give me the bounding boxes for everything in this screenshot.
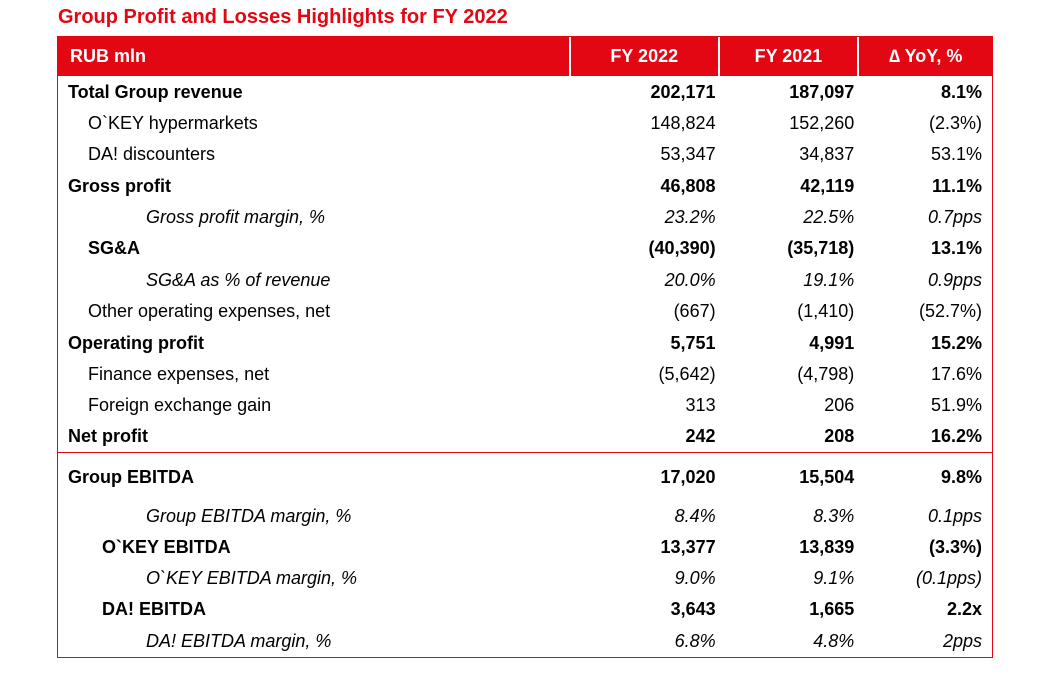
header-fy2021: FY 2021 xyxy=(717,37,858,76)
row-yoy: 2pps xyxy=(942,630,982,651)
page-title: Group Profit and Losses Highlights for F… xyxy=(58,6,508,28)
row-fy2022: (667) xyxy=(673,301,716,321)
row-yoy: 17.6% xyxy=(930,364,982,384)
table-row: Group EBITDA margin, % 8.4% 8.3% 0.1pps xyxy=(58,501,992,532)
row-fy2022: (5,642) xyxy=(658,364,716,384)
header-yoy: ∆ YoY, % xyxy=(857,37,992,76)
table-row: SG&A (40,390) (35,718) 13.1% xyxy=(58,233,992,264)
row-yoy: 15.2% xyxy=(930,332,982,353)
row-label: DA! EBITDA xyxy=(102,599,206,619)
pnl-table: RUB mln FY 2022 FY 2021 ∆ YoY, % Total G… xyxy=(57,36,993,658)
row-yoy: 16.2% xyxy=(930,426,982,446)
table-row: Foreign exchange gain 313 206 51.9% xyxy=(58,390,992,421)
row-fy2021: 4.8% xyxy=(813,630,855,651)
row-fy2021: 13,839 xyxy=(799,537,855,557)
row-label: O`KEY hypermarkets xyxy=(88,113,258,133)
row-yoy: 13.1% xyxy=(930,238,982,258)
row-label: Gross profit xyxy=(68,175,172,196)
row-fy2021: 34,837 xyxy=(799,144,855,164)
row-fy2022: 13,377 xyxy=(660,537,716,557)
table-row: Operating profit 5,751 4,991 15.2% xyxy=(58,327,992,359)
table-row: Group EBITDA 17,020 15,504 9.8% xyxy=(58,452,992,501)
row-fy2021: (1,410) xyxy=(797,301,855,321)
row-fy2021: (35,718) xyxy=(787,238,855,258)
row-yoy: 2.2x xyxy=(946,599,983,619)
row-fy2022: 53,347 xyxy=(660,144,716,164)
row-label: DA! discounters xyxy=(88,144,216,164)
row-fy2021: 22.5% xyxy=(803,207,855,227)
row-fy2021: 19.1% xyxy=(803,269,855,290)
table-row: Net profit 242 208 16.2% xyxy=(58,421,992,452)
row-fy2022: 9.0% xyxy=(674,568,716,588)
row-label: Foreign exchange gain xyxy=(88,395,272,415)
table-header: RUB mln FY 2022 FY 2021 ∆ YoY, % xyxy=(58,37,992,76)
header-fy2022: FY 2022 xyxy=(568,37,718,76)
row-label: SG&A xyxy=(88,238,141,258)
row-fy2022: 23.2% xyxy=(664,207,716,227)
row-label: Total Group revenue xyxy=(68,81,243,102)
row-label: Finance expenses, net xyxy=(88,364,270,384)
table-row: Finance expenses, net (5,642) (4,798) 17… xyxy=(58,359,992,390)
row-label: Group EBITDA xyxy=(68,466,194,487)
row-label: O`KEY EBITDA margin, % xyxy=(146,568,358,588)
row-yoy: 53.1% xyxy=(930,144,982,164)
row-label: Gross profit margin, % xyxy=(146,207,326,227)
row-label: Group EBITDA margin, % xyxy=(146,506,352,526)
row-yoy: 0.9pps xyxy=(927,269,982,290)
row-fy2022: 8.4% xyxy=(674,506,716,526)
row-label: SG&A as % of revenue xyxy=(146,269,331,290)
row-yoy: (52.7%) xyxy=(918,301,982,321)
row-fy2021: 206 xyxy=(824,395,855,415)
row-fy2022: 5,751 xyxy=(670,332,716,353)
row-label: Other operating expenses, net xyxy=(88,301,331,321)
row-fy2022: 148,824 xyxy=(650,113,716,133)
row-yoy: 0.7pps xyxy=(927,207,982,227)
row-label: Operating profit xyxy=(68,332,204,353)
row-yoy: (3.3%) xyxy=(929,537,983,557)
table-row: DA! EBITDA margin, % 6.8% 4.8% 2pps xyxy=(58,625,992,657)
row-yoy: 11.1% xyxy=(931,175,982,196)
row-label: O`KEY EBITDA xyxy=(102,537,231,557)
row-fy2021: 15,504 xyxy=(799,466,855,487)
row-yoy: 51.9% xyxy=(930,395,982,415)
row-fy2021: 42,119 xyxy=(800,175,855,196)
header-label: RUB mln xyxy=(70,46,146,66)
row-label: DA! EBITDA margin, % xyxy=(146,630,332,651)
row-fy2022: 242 xyxy=(685,426,716,446)
table-row: Gross profit 46,808 42,119 11.1% xyxy=(58,170,992,202)
row-yoy: (0.1pps) xyxy=(915,568,982,588)
table-row: DA! discounters 53,347 34,837 53.1% xyxy=(58,139,992,170)
table-row: Total Group revenue 202,171 187,097 8.1% xyxy=(58,76,992,108)
row-fy2022: 202,171 xyxy=(650,81,716,102)
row-yoy: 9.8% xyxy=(940,466,982,487)
row-fy2021: 9.1% xyxy=(813,568,855,588)
row-fy2022: (40,390) xyxy=(648,238,716,258)
row-fy2021: 8.3% xyxy=(813,506,855,526)
table-row: O`KEY hypermarkets 148,824 152,260 (2.3%… xyxy=(58,108,992,139)
row-fy2021: 4,991 xyxy=(809,332,855,353)
table-row: Gross profit margin, % 23.2% 22.5% 0.7pp… xyxy=(58,202,992,233)
row-fy2021: 187,097 xyxy=(789,81,855,102)
row-fy2022: 3,643 xyxy=(670,599,716,619)
row-fy2022: 313 xyxy=(685,395,716,415)
table-row: Other operating expenses, net (667) (1,4… xyxy=(58,296,992,327)
row-fy2021: 152,260 xyxy=(789,113,855,133)
row-fy2022: 17,020 xyxy=(660,466,716,487)
row-label: Net profit xyxy=(68,426,148,446)
table-row: SG&A as % of revenue 20.0% 19.1% 0.9pps xyxy=(58,264,992,296)
table-row: O`KEY EBITDA margin, % 9.0% 9.1% (0.1pps… xyxy=(58,563,992,594)
table-row: DA! EBITDA 3,643 1,665 2.2x xyxy=(58,594,992,625)
row-yoy: 0.1pps xyxy=(927,506,982,526)
row-fy2022: 20.0% xyxy=(664,269,716,290)
row-yoy: 8.1% xyxy=(940,81,982,102)
row-fy2022: 46,808 xyxy=(660,175,716,196)
row-fy2021: (4,798) xyxy=(797,364,855,384)
row-yoy: (2.3%) xyxy=(928,113,982,133)
table-row: O`KEY EBITDA 13,377 13,839 (3.3%) xyxy=(58,532,992,563)
row-fy2021: 208 xyxy=(824,426,855,446)
row-fy2022: 6.8% xyxy=(674,630,716,651)
row-fy2021: 1,665 xyxy=(809,599,855,619)
